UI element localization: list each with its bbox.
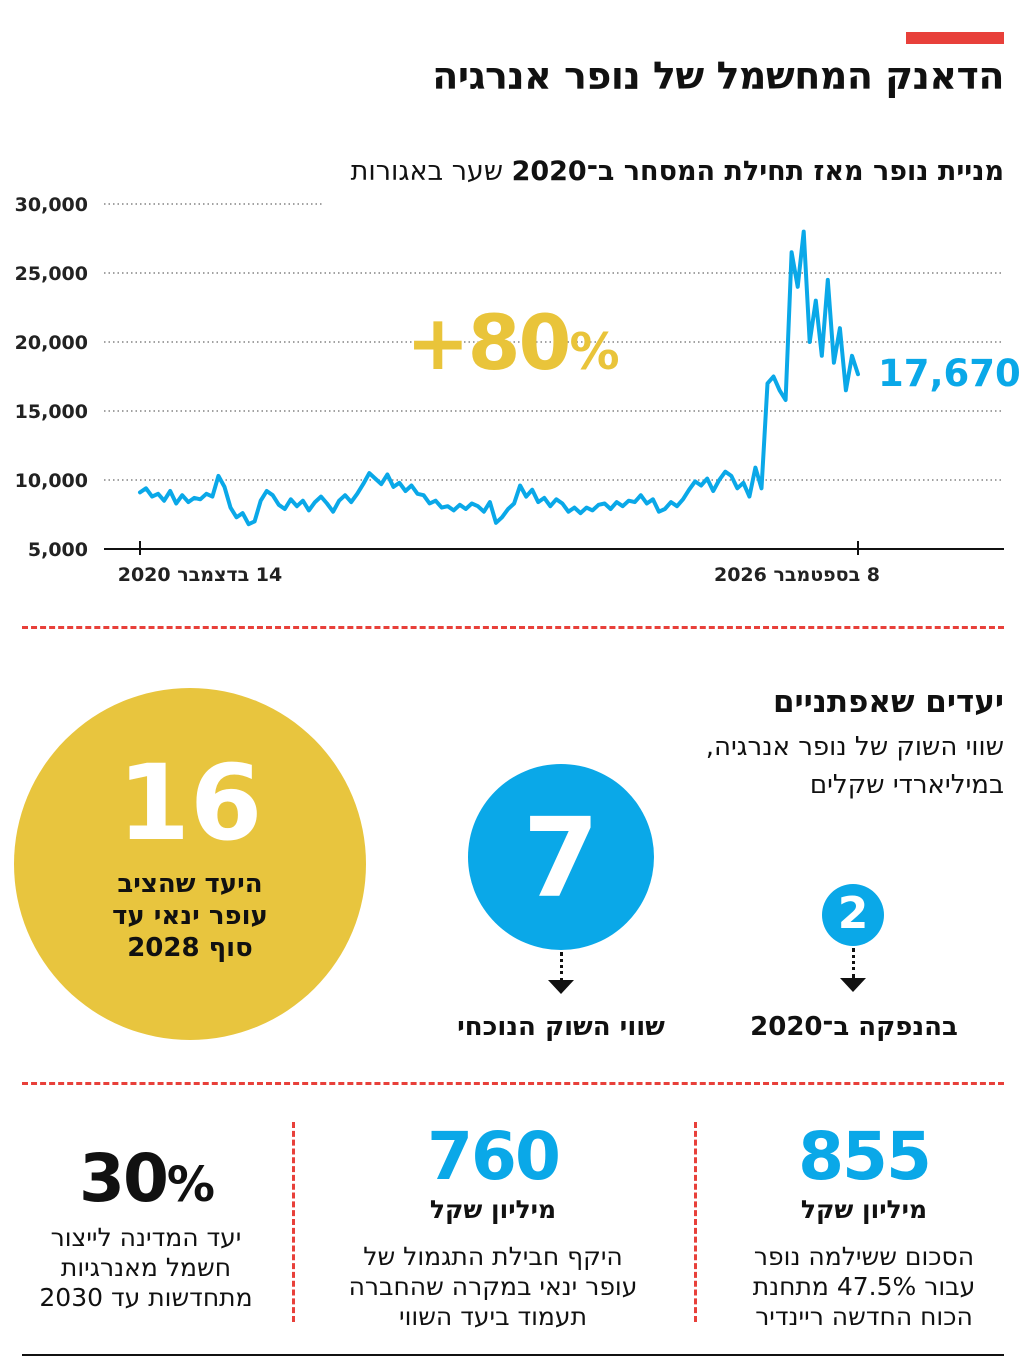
- accent-bar: [906, 32, 1004, 44]
- stat-reindeer-unit: מיליון שקל: [800, 1195, 928, 1224]
- stat-compensation-desc-line3: תעמוד ביעד השווי: [398, 1302, 587, 1331]
- change-percent-symbol: %: [569, 323, 619, 381]
- current-value-label: שווי השוק הנוכחי: [457, 1012, 665, 1042]
- stat-renewables-desc-line3: מתחדשות עד 2030: [39, 1283, 253, 1312]
- chart-heading-main: מניית נופר מאז תחילת המסחר ב־2020: [511, 156, 1004, 187]
- bottom-rule: [22, 1354, 1004, 1356]
- goals-subtitle-line2: במיליארדי שקלים: [809, 770, 1004, 800]
- stat-compensation-desc-line2: עופר ינאי במקרה שהחברה: [348, 1272, 638, 1301]
- stat-reindeer-number: 855: [798, 1118, 932, 1195]
- y-tick-label-3: 15,000: [15, 401, 88, 423]
- chart-heading-unit: שער באגורות: [350, 156, 503, 187]
- stat-renewables-desc-line1: יעד המדינה לייצור: [50, 1223, 242, 1252]
- change-value: +80: [406, 298, 571, 387]
- target-2028-text-line1: היעד שהציב: [117, 869, 263, 899]
- stat-compensation: 760 מיליון שקל היקף חבילת התגמול של עופר…: [308, 1118, 678, 1332]
- stat-compensation-desc: היקף חבילת התגמול של עופר ינאי במקרה שהח…: [308, 1242, 678, 1332]
- y-tick-label-2: 20,000: [15, 332, 88, 354]
- ipo-pointer-arrow: [840, 978, 866, 992]
- goals-subtitle: שווי השוק של נופר אנרגיה, במיליארדי שקלי…: [706, 728, 1004, 804]
- stat-renewables-desc-line2: חשמל מאנרגיות: [60, 1253, 232, 1282]
- ipo-value: 2: [837, 888, 869, 939]
- current-pointer-stem: [560, 952, 563, 982]
- stat-renewables-percent: %: [166, 1157, 215, 1213]
- y-tick-label-4: 10,000: [15, 470, 88, 492]
- section-divider-1: [22, 626, 1004, 629]
- stat-reindeer-desc-line1: הסכום ששילמה נופר: [753, 1242, 975, 1271]
- chart-heading: מניית נופר מאז תחילת המסחר ב־2020 שער בא…: [351, 156, 1004, 187]
- stat-reindeer-desc: הסכום ששילמה נופר עבור 47.5% מתחנת הכוח …: [724, 1242, 1004, 1332]
- x-tick-end: 8 בספטמבר 2026: [714, 564, 880, 586]
- chart-grid: [104, 203, 1004, 481]
- ipo-value-circle: 2: [822, 884, 884, 946]
- series-line-price: [138, 229, 860, 527]
- last-value-label: 17,670: [878, 352, 1021, 395]
- stock-price-chart: 30,000 25,000 20,000 15,000 10,000 5,000 14 ב…: [15, 194, 1004, 586]
- stat-renewables-desc: יעד המדינה לייצור חשמל מאנרגיות מתחדשות …: [14, 1223, 278, 1313]
- y-tick-label-0: 30,000: [15, 194, 88, 216]
- y-tick-label-1: 25,000: [15, 263, 88, 285]
- target-2028-value: 16: [117, 742, 263, 864]
- current-value-circle: 7: [468, 764, 654, 950]
- ipo-pointer-stem: [852, 948, 855, 978]
- target-2028-text: היעד שהציב עופר ינאי עד סוף 2028: [54, 868, 326, 964]
- target-2028-text-line2: עופר ינאי עד: [112, 901, 268, 931]
- stat-renewables-number: 30%: [14, 1140, 278, 1217]
- stat-renewables: 30% יעד המדינה לייצור חשמל מאנרגיות מתחד…: [14, 1140, 278, 1313]
- stat-separator-1: [694, 1122, 697, 1322]
- stat-separator-2: [292, 1122, 295, 1322]
- ipo-value-label: בהנפקה ב־2020: [750, 1012, 958, 1042]
- y-axis: 30,000 25,000 20,000 15,000 10,000 5,000: [15, 194, 88, 561]
- change-annotation: +80%: [406, 298, 620, 387]
- stat-reindeer-desc-line2: עבור 47.5% מתחנת: [752, 1272, 976, 1301]
- y-tick-label-5: 5,000: [28, 539, 88, 561]
- stat-compensation-desc-line1: היקף חבילת התגמול של: [363, 1242, 623, 1271]
- goals-title: יעדים שאפתניים: [772, 684, 1004, 720]
- stat-reindeer: 855 מיליון שקל הסכום ששילמה נופר עבור 47…: [724, 1118, 1004, 1332]
- section-divider-2: [22, 1082, 1004, 1085]
- stat-compensation-number: 760: [427, 1118, 561, 1195]
- current-pointer-arrow: [548, 980, 574, 994]
- goals-subtitle-line1: שווי השוק של נופר אנרגיה,: [705, 732, 1004, 762]
- page-title: הדאנק המחשמל של נופר אנרגיה: [432, 54, 1004, 98]
- stat-reindeer-desc-line3: הכוח החדשה ריינדיר: [755, 1302, 973, 1331]
- stat-renewables-value: 30: [79, 1140, 169, 1217]
- target-2028-circle: 16 היעד שהציב עופר ינאי עד סוף 2028: [14, 688, 366, 1040]
- target-2028-text-line3: סוף 2028: [127, 933, 253, 963]
- current-value: 7: [522, 794, 600, 922]
- stat-compensation-unit: מיליון שקל: [429, 1195, 557, 1224]
- x-tick-start: 14 בדצמבר 2020: [118, 564, 283, 586]
